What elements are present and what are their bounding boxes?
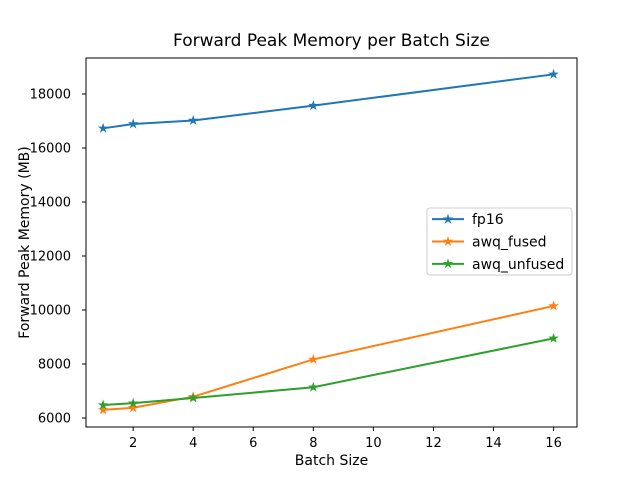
star-marker-icon [548,332,559,343]
x-tick-label: 8 [309,436,317,451]
x-tick-label: 16 [545,436,562,451]
star-marker-icon [308,381,319,392]
y-tick-label: 6000 [38,412,71,427]
star-marker-icon [187,114,199,125]
series-line-fp16 [102,73,554,130]
y-axis-label: Forward Peak Memory (MB) [17,146,33,338]
legend-label-fp16: fp16 [472,212,504,228]
x-tick-label: 10 [365,436,382,451]
star-marker-icon [97,399,109,410]
legend-label-awq_fused: awq_fused [472,235,547,251]
x-axis-label: Batch Size [295,453,368,469]
star-marker-icon [442,258,454,269]
legend-label-awq_unfused: awq_unfused [472,257,564,273]
x-tick-label: 4 [189,436,197,451]
x-tick-label: 6 [249,436,257,451]
y-axis-ticks: 6000 8000 10000 12000 14000 16000 18000 [30,88,86,427]
star-marker-icon [97,404,109,415]
star-marker-icon [127,397,139,408]
series-line-awq_fused [103,304,554,411]
x-tick-label: 2 [129,436,137,451]
series-line-awq_unfused [103,337,554,407]
x-tick-label: 14 [485,436,502,451]
y-tick-label: 18000 [30,88,71,103]
star-marker-icon [97,122,109,133]
star-marker-icon [308,353,319,364]
y-tick-label: 8000 [38,358,71,373]
x-tick-label: 12 [425,436,442,451]
plot-border [85,57,578,428]
star-marker-icon [187,392,199,403]
x-axis-ticks: 2 4 6 8 10 12 14 16 [129,427,562,451]
star-marker-icon [308,100,319,111]
star-marker-icon [127,118,139,129]
star-marker-icon [442,213,454,224]
legend: fp16 awq_fused awq_unfused [426,207,573,276]
y-tick-label: 14000 [30,196,71,211]
chart-title: Forward Peak Memory per Batch Size [173,31,490,51]
y-tick-label: 10000 [30,304,71,319]
series-lines [97,68,559,415]
star-marker-icon [548,68,559,79]
legend-box [426,207,573,276]
star-marker-icon [127,402,139,413]
y-tick-label: 16000 [30,142,71,157]
star-marker-icon [548,300,559,311]
y-tick-label: 12000 [30,250,71,265]
star-marker-icon [442,236,454,246]
